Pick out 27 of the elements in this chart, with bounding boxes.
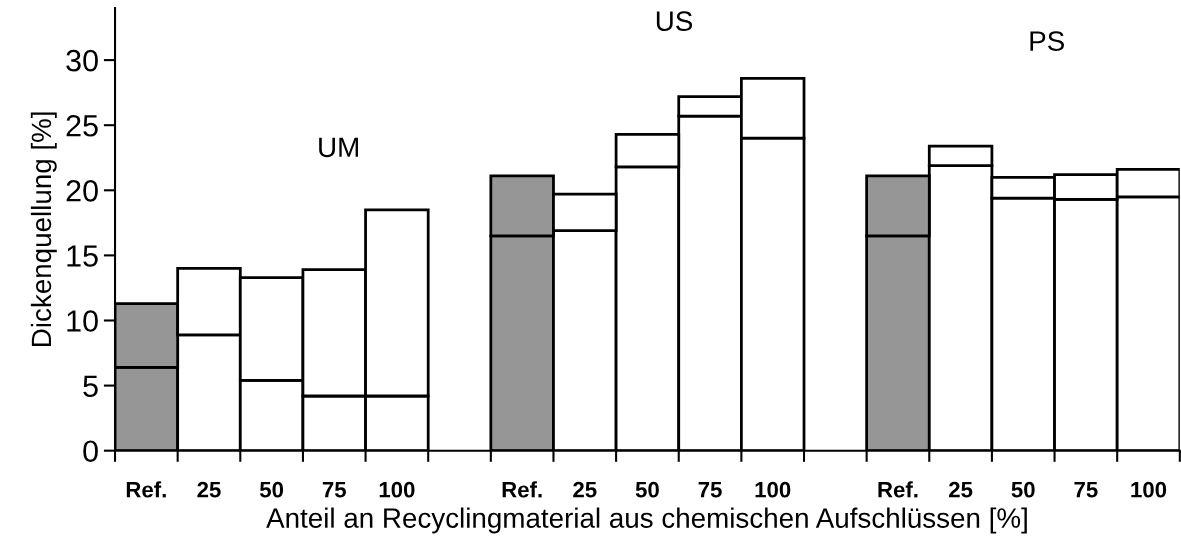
x-tick-label: 75 <box>322 482 346 498</box>
x-tick-label: 50 <box>1011 481 1035 498</box>
x-tick-label: 100 <box>1131 481 1167 498</box>
annotation: UM <box>319 137 358 158</box>
y-tick-label: 5 <box>83 375 98 397</box>
x-tick-label: 25 <box>949 481 973 498</box>
x-tick-label: 25 <box>197 481 221 498</box>
x-tick-label: 75 <box>1074 482 1098 498</box>
y-tick-label: 0 <box>83 440 98 463</box>
y-tick-label: 30 <box>66 49 98 72</box>
x-tick-label: 50 <box>259 481 284 498</box>
y-axis-title: Dickenquellung [%] <box>30 112 57 346</box>
x-tick-label: 25 <box>573 481 597 498</box>
annotation: PS <box>1030 31 1064 51</box>
x-tick-label: 50 <box>635 481 659 498</box>
x-tick-label: 100 <box>755 481 791 498</box>
x-tick-label: Ref. <box>126 481 166 498</box>
annotation: US <box>656 11 693 31</box>
x-axis-title: Anteil an Recyclingmaterial aus chemischen Aufschlüssen [%] <box>266 507 1027 534</box>
x-tick-label: 75 <box>698 482 722 498</box>
y-tick-label: 25 <box>66 114 98 137</box>
y-tick-label: 10 <box>67 310 98 332</box>
x-tick-label: Ref. <box>878 481 918 498</box>
x-tick-label: Ref. <box>502 481 542 498</box>
y-tick-label: 20 <box>66 180 98 202</box>
y-tick-label: 15 <box>67 245 98 267</box>
x-tick-label: 100 <box>379 481 415 498</box>
